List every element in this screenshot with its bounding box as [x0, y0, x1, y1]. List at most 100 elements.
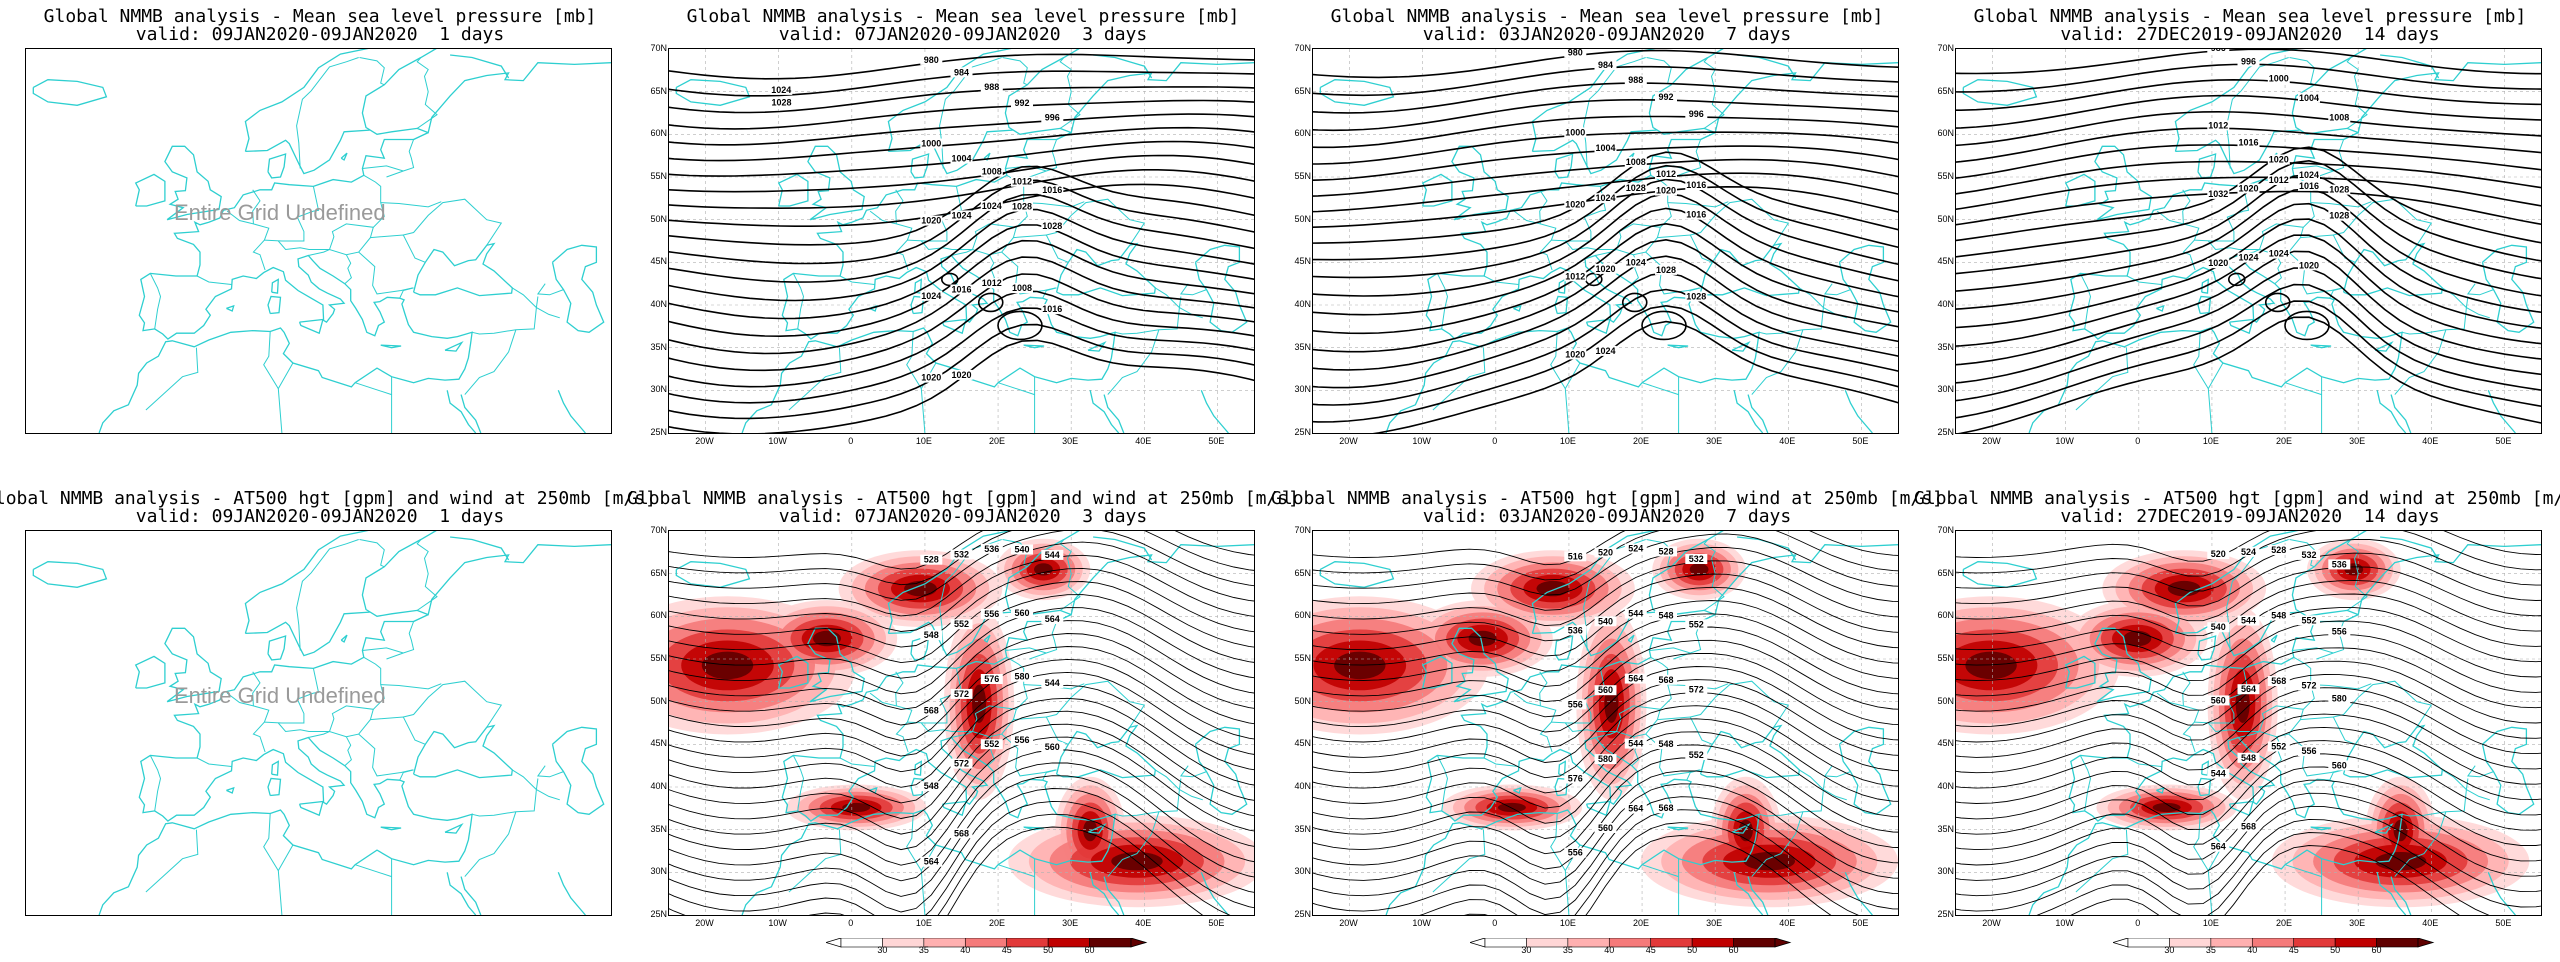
coastline [226, 304, 235, 312]
colorbar-graphic [1468, 937, 1792, 948]
longitude-tick-label: 30E [1706, 436, 1723, 446]
country-border [788, 829, 842, 893]
country-border [2126, 757, 2162, 767]
latitude-tick-label: 45N [1937, 256, 1954, 267]
country-border [1042, 769, 1057, 781]
latitude-tick-label: 60N [650, 128, 667, 139]
contour-label-bg [1041, 742, 1064, 753]
contour-label: 524 [1628, 544, 1643, 554]
contour-line [1313, 531, 1898, 566]
colorbar-label: 35 [2205, 945, 2216, 955]
coastline [675, 561, 751, 588]
contour-label-bg [920, 290, 943, 301]
coastlines [1962, 49, 2541, 433]
country-border [920, 174, 1028, 251]
contour-label-bg [2237, 821, 2260, 832]
contour-label-bg [1624, 803, 1647, 814]
contour-label-bg [2207, 549, 2230, 560]
contour-label-bg [1655, 168, 1677, 179]
contour-label: 1024 [1626, 257, 1646, 267]
contour-label: 572 [954, 759, 969, 769]
coastline [1532, 129, 1657, 175]
coastline [910, 635, 930, 661]
colorbar-label: 35 [1562, 945, 1573, 955]
country-border [1641, 864, 1679, 878]
isobars [1313, 49, 1898, 433]
coastline [1055, 242, 1156, 297]
coastline [1103, 876, 1125, 915]
contour-label-bg [1011, 176, 1033, 187]
contour-label-bg [1685, 209, 1708, 220]
coastline [2487, 872, 2516, 915]
contour-label-bg [2328, 210, 2351, 221]
contour-label-bg [2237, 752, 2260, 763]
longitude-tick-label: 20W [1339, 918, 1358, 928]
contour-label-bg [1594, 59, 1617, 70]
panel-title: Global NMMB analysis - Mean sea level pr… [686, 6, 1240, 27]
contour-label: 572 [954, 689, 969, 699]
country-border [2274, 254, 2282, 285]
contour-line [1313, 809, 1898, 915]
contour-label: 1020 [1656, 186, 1676, 196]
contour-label: 1024 [2238, 253, 2258, 263]
coastline [412, 242, 513, 297]
coastline [1451, 145, 1509, 221]
country-border [2316, 139, 2345, 178]
country-border [2401, 287, 2467, 335]
contour-label: 540 [1598, 616, 1613, 626]
contour-label: 552 [1689, 619, 1704, 629]
contour-label: 1024 [951, 210, 971, 220]
map-panel-7: Global NMMB analysis - AT500 hgt [gpm] a… [1271, 482, 1943, 962]
contour-label: 560 [1598, 823, 1613, 833]
contour-label: 1008 [2329, 112, 2349, 122]
country-border [2333, 680, 2433, 728]
contour-label-bg [1564, 847, 1587, 858]
latitude-tick-label: 60N [650, 610, 667, 621]
longitude-tick-label: 50E [2495, 918, 2512, 928]
country-border [2289, 57, 2315, 86]
panel-valid-period: valid: 09JAN2020-09JAN2020 1 days [135, 24, 505, 45]
country-border [464, 811, 517, 877]
country-border [1583, 57, 1646, 169]
country-border [535, 296, 539, 308]
contour-label: 572 [1689, 685, 1704, 695]
coastline [271, 760, 280, 776]
contour-label-bg [1594, 345, 1617, 356]
coastlines [32, 49, 611, 433]
contour-label: 980 [1568, 49, 1583, 58]
country-border [380, 201, 442, 208]
contour-label: 536 [1568, 625, 1583, 635]
longitude-tick-label: 30E [2349, 436, 2366, 446]
contour-label-bg [920, 781, 943, 792]
coastline [675, 79, 751, 106]
contour-label-bg [980, 674, 1003, 684]
contour-line [1956, 647, 2541, 712]
longitude-tick-label: 0 [1492, 436, 1498, 446]
longitude-tick-label: 10E [915, 436, 932, 446]
country-border [1703, 539, 1725, 611]
contour-line [669, 800, 1254, 915]
country-border [149, 755, 162, 811]
latitude-tick-label: 30N [1937, 384, 1954, 395]
contour-label-bg [2298, 549, 2320, 560]
contour-label: 568 [2271, 676, 2286, 686]
contour-label-bg [1564, 49, 1587, 58]
contour-line [1313, 533, 1898, 596]
contour-label-bg [1041, 185, 1064, 196]
colorbar-label: 40 [2247, 945, 2258, 955]
latitude-tick-label: 65N [1937, 85, 1954, 96]
coastline [2342, 724, 2443, 779]
country-border [359, 57, 385, 86]
latitude-tick-label: 35N [1937, 823, 1954, 834]
contour-line [669, 671, 1254, 773]
colorbar-label: 50 [1043, 945, 1054, 955]
contour-line [669, 531, 1254, 601]
contour-label: 1024 [1595, 193, 1615, 203]
country-border [1822, 296, 1826, 308]
coastline [245, 611, 370, 657]
country-border [264, 668, 320, 724]
undefined-grid-notice: Entire Grid Undefined [174, 200, 386, 225]
panel-valid-period: valid: 09JAN2020-09JAN2020 1 days [135, 506, 505, 527]
contour-line [1956, 110, 2541, 147]
panel-title: Global NMMB analysis - Mean sea level pr… [1330, 6, 1884, 27]
